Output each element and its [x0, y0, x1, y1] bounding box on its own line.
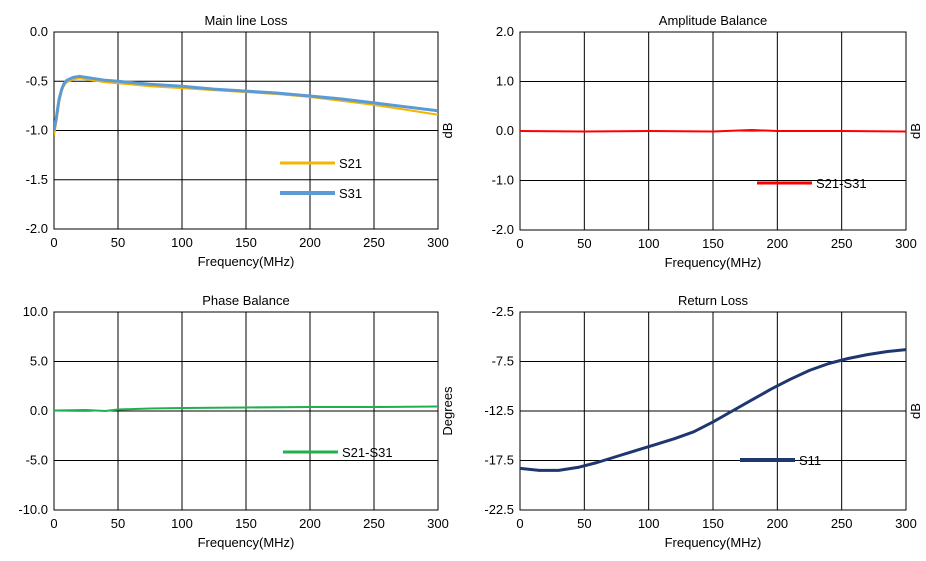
x-tick-label: 0: [50, 235, 57, 250]
x-axis-label: Frequency(MHz): [198, 254, 295, 269]
x-tick-label: 150: [235, 516, 257, 531]
series-line-s11: [520, 348, 906, 472]
y-tick-label: 5.0: [30, 354, 48, 369]
y-tick-label: 0.0: [30, 403, 48, 418]
x-tick-label: 300: [895, 516, 917, 531]
x-tick-label: 250: [363, 235, 385, 250]
chart-title: Return Loss: [678, 293, 749, 308]
x-tick-label: 250: [831, 516, 853, 531]
y-tick-label: -1.0: [492, 173, 514, 188]
x-tick-label: 200: [766, 236, 788, 251]
plot-frame: [53, 311, 439, 511]
y-tick-label: -10.0: [18, 502, 48, 517]
x-tick-label: 150: [702, 236, 724, 251]
y-tick-label: 0.0: [30, 24, 48, 39]
series-line-s21-s31: [520, 129, 906, 133]
legend-label: S21-S31: [816, 176, 867, 191]
x-tick-label: 0: [516, 236, 523, 251]
amplitude-balance-chart: Amplitude Balance 2.0 1.0 0.0 -1.0 -2.00 50 100…: [492, 13, 923, 270]
chart-title: Phase Balance: [202, 293, 289, 308]
y-tick-label: -22.5: [484, 502, 514, 517]
x-tick-label: 100: [638, 236, 660, 251]
x-tick-label: 200: [766, 516, 788, 531]
x-tick-label: 50: [111, 516, 125, 531]
series-line-s31: [54, 74, 438, 131]
y-tick-label: 1.0: [496, 74, 514, 89]
y-tick-label: -12.5: [484, 403, 514, 418]
y-tick-label: -7.5: [492, 354, 514, 369]
x-tick-label: 300: [895, 236, 917, 251]
x-tick-label: 50: [577, 516, 591, 531]
y-tick-label: -5.0: [26, 453, 48, 468]
y-tick-label: 10.0: [23, 304, 48, 319]
plot-frame: [519, 311, 907, 511]
x-tick-label: 300: [427, 516, 449, 531]
right-axis-label: Degrees: [440, 386, 455, 436]
x-tick-label: 50: [111, 235, 125, 250]
x-axis-label: Frequency(MHz): [665, 255, 762, 270]
series-line-s21-s31: [54, 405, 438, 412]
y-tick-label: -1.5: [26, 172, 48, 187]
right-axis-label: dB: [908, 123, 923, 139]
x-axis-label: Frequency(MHz): [665, 535, 762, 550]
x-tick-label: 100: [171, 516, 193, 531]
x-tick-label: 150: [702, 516, 724, 531]
y-tick-label: -2.0: [492, 222, 514, 237]
y-tick-label: -17.5: [484, 453, 514, 468]
x-tick-label: 300: [427, 235, 449, 250]
x-tick-label: 200: [299, 235, 321, 250]
legend-label: S21: [339, 156, 362, 171]
right-axis-label: dB: [440, 123, 455, 139]
x-tick-label: 150: [235, 235, 257, 250]
x-tick-label: 200: [299, 516, 321, 531]
right-axis-label: dB: [908, 403, 923, 419]
x-tick-label: 250: [831, 236, 853, 251]
chart-title: Amplitude Balance: [659, 13, 767, 28]
y-tick-label: 0.0: [496, 123, 514, 138]
legend-label: S31: [339, 186, 362, 201]
y-tick-label: -1.0: [26, 123, 48, 138]
chart-title: Main line Loss: [204, 13, 288, 28]
phase-balance-chart: Phase Balance 10.0 5.0 0.0 -5.0 -10.00 50 100 15…: [18, 293, 455, 550]
x-tick-label: 50: [577, 236, 591, 251]
y-tick-label: 2.0: [496, 24, 514, 39]
return-loss-chart: Return Loss -2.5 -7.5 -12.5 -17.5 -22.50 50 100…: [484, 293, 923, 550]
main-line-loss-chart: Main line Loss 0.0 -0.5 -1.0 -1.5 -2.00 50 100 1…: [26, 13, 455, 269]
y-tick-label: -0.5: [26, 73, 48, 88]
y-tick-label: -2.0: [26, 221, 48, 236]
x-tick-label: 0: [516, 516, 523, 531]
legend-label: S21-S31: [342, 445, 393, 460]
x-axis-label: Frequency(MHz): [198, 535, 295, 550]
x-tick-label: 0: [50, 516, 57, 531]
legend-label: S11: [799, 453, 821, 468]
x-tick-label: 250: [363, 516, 385, 531]
y-tick-label: -2.5: [492, 304, 514, 319]
x-tick-label: 100: [638, 516, 660, 531]
x-tick-label: 100: [171, 235, 193, 250]
